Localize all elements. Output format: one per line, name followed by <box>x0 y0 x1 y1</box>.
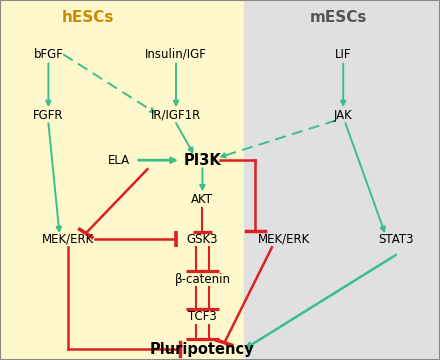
Text: MEK/ERK: MEK/ERK <box>258 233 310 246</box>
Text: hESCs: hESCs <box>62 10 114 26</box>
Text: ELA: ELA <box>108 154 130 167</box>
Text: MEK/ERK: MEK/ERK <box>42 233 94 246</box>
Text: mESCs: mESCs <box>310 10 367 26</box>
Text: PI3K: PI3K <box>183 153 221 168</box>
Text: AKT: AKT <box>191 193 213 206</box>
Text: IR/IGF1R: IR/IGF1R <box>151 109 201 122</box>
Text: LIF: LIF <box>335 48 352 60</box>
Text: JAK: JAK <box>334 109 352 122</box>
Text: bFGF: bFGF <box>33 48 63 60</box>
Text: β-catenin: β-catenin <box>174 273 231 285</box>
Text: FGFR: FGFR <box>33 109 64 122</box>
Text: TCF3: TCF3 <box>188 310 217 323</box>
Text: Pluripotency: Pluripotency <box>150 342 255 357</box>
Text: Insulin/IGF: Insulin/IGF <box>145 48 207 60</box>
Bar <box>244 0 440 360</box>
Text: GSK3: GSK3 <box>187 233 218 246</box>
Bar <box>0 0 244 360</box>
Text: STAT3: STAT3 <box>378 233 414 246</box>
